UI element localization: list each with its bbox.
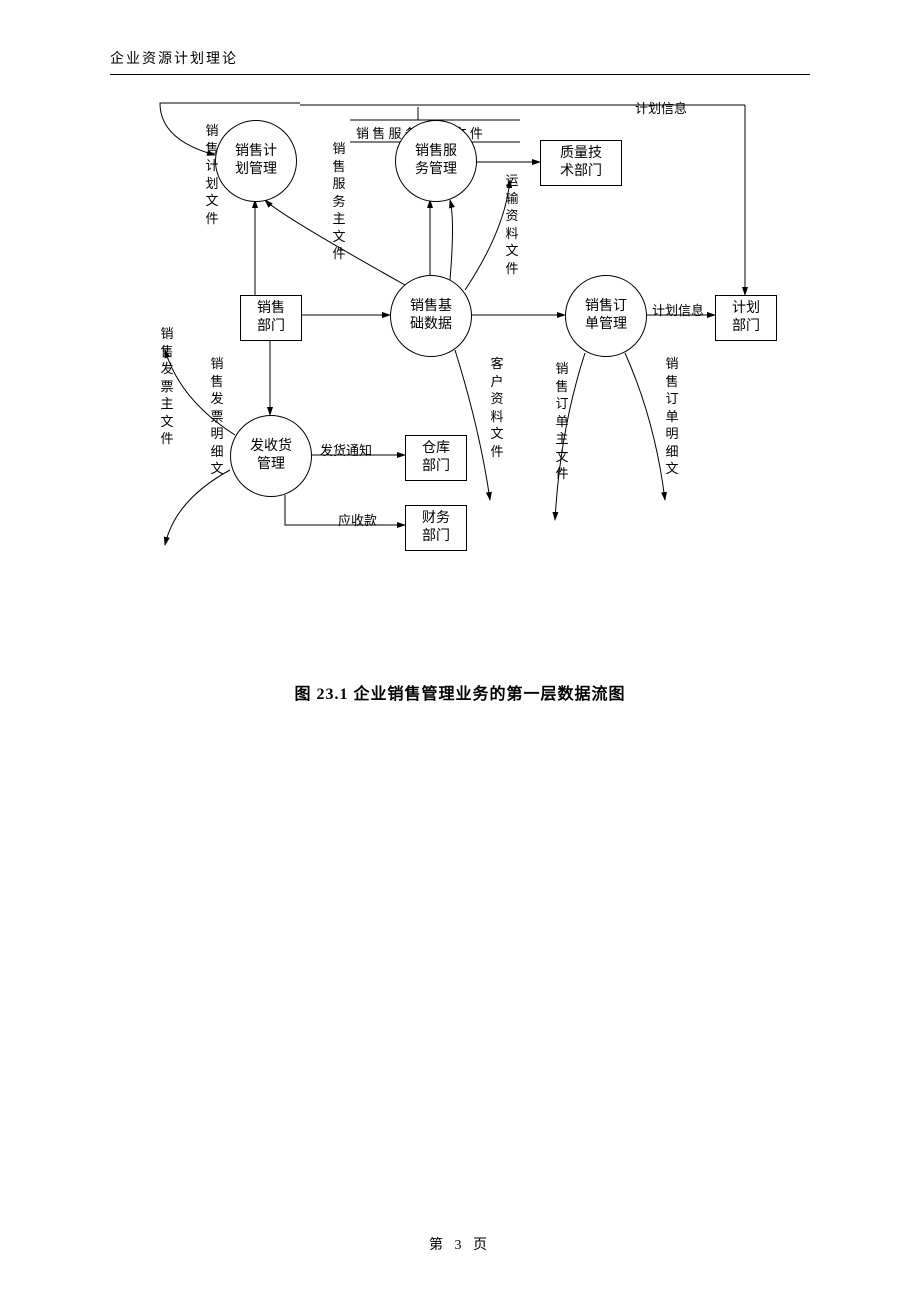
node-label-sales_base: 销售基 础数据 xyxy=(410,298,452,334)
node-label-finance: 财务 部门 xyxy=(422,510,450,546)
page-header: 企业资源计划理论 xyxy=(110,48,810,75)
label-lv2: 销售服务主文件 xyxy=(332,140,346,263)
node-sales_order: 销售订 单管理 xyxy=(565,275,647,357)
label-lv1: 销售计划文件 xyxy=(205,122,219,227)
node-label-shiprecv: 发收货 管理 xyxy=(250,438,292,474)
data-flow-diagram: 销 售 服 务 明 细 文 件销售计 划管理销售服 务管理质量技 术部门销售 部… xyxy=(110,100,810,620)
node-quality_dept: 质量技 术部门 xyxy=(540,140,622,186)
figure-caption: 图 23.1 企业销售管理业务的第一层数据流图 xyxy=(0,680,920,704)
label-lv6: 销售订单明细文 xyxy=(665,355,679,478)
label-lh1: 计划信息 xyxy=(635,98,687,117)
edge-e16 xyxy=(165,350,235,435)
node-label-sales_plan: 销售计 划管理 xyxy=(235,143,277,179)
node-shiprecv: 发收货 管理 xyxy=(230,415,312,497)
label-lv4: 客户资料文件 xyxy=(490,355,504,460)
label-lv7: 销售发票明细文 xyxy=(210,355,224,478)
node-label-plan_dept: 计划 部门 xyxy=(732,300,760,336)
node-plan_dept: 计划 部门 xyxy=(715,295,777,341)
node-label-sales_dept: 销售 部门 xyxy=(257,300,285,336)
label-lh2: 计划信息 xyxy=(652,300,704,319)
node-label-sales_service: 销售服 务管理 xyxy=(415,143,457,179)
node-warehouse: 仓库 部门 xyxy=(405,435,467,481)
node-label-quality_dept: 质量技 术部门 xyxy=(560,145,602,181)
header-rule xyxy=(110,74,810,75)
label-lh4: 应收款 xyxy=(338,510,377,529)
node-sales_plan: 销售计 划管理 xyxy=(215,120,297,202)
edge-e20 xyxy=(625,353,665,500)
node-label-sales_order: 销售订 单管理 xyxy=(585,298,627,334)
label-lv8: 销售发票主文件 xyxy=(160,325,174,448)
label-lv5: 销售订单主文件 xyxy=(555,360,569,483)
node-label-warehouse: 仓库 部门 xyxy=(422,440,450,476)
label-lh3: 发货通知 xyxy=(320,440,372,459)
node-sales_base: 销售基 础数据 xyxy=(390,275,472,357)
node-sales_service: 销售服 务管理 xyxy=(395,120,477,202)
edge-e17 xyxy=(165,470,230,545)
header-title: 企业资源计划理论 xyxy=(110,48,810,68)
edge-e21 xyxy=(465,180,510,290)
label-lv3: 运输资料文件 xyxy=(505,172,519,277)
node-sales_dept: 销售 部门 xyxy=(240,295,302,341)
page: 企业资源计划理论 销 售 服 务 明 细 文 件销售计 划管理销售服 务管理质量… xyxy=(0,0,920,1302)
edge-e10 xyxy=(450,200,453,280)
page-footer: 第 3 页 xyxy=(0,1234,920,1254)
node-finance: 财务 部门 xyxy=(405,505,467,551)
